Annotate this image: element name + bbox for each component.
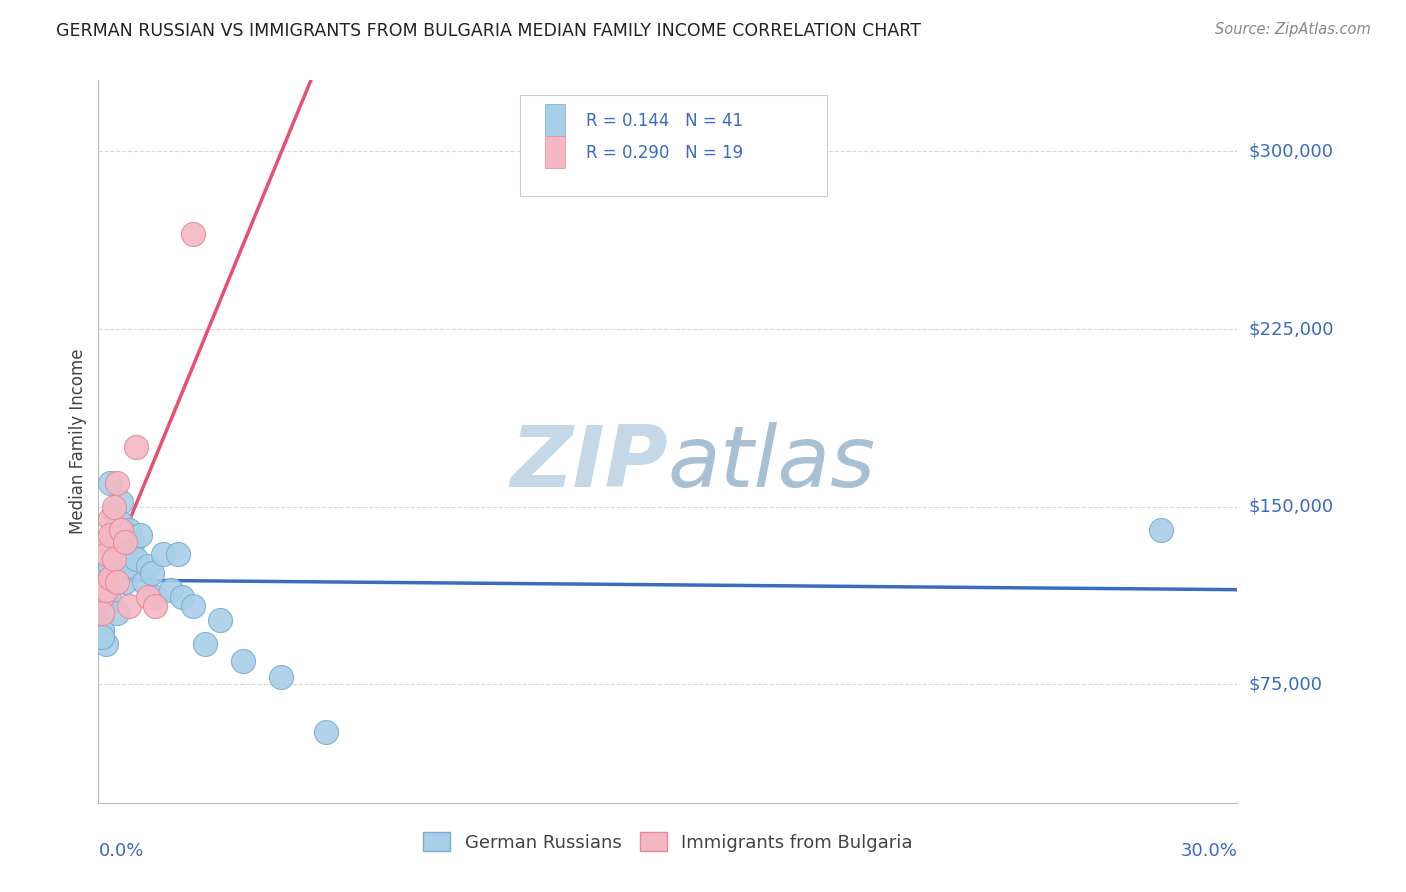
Point	[91, 630, 114, 644]
Point	[114, 535, 136, 549]
FancyBboxPatch shape	[520, 95, 827, 196]
Point	[136, 558, 159, 573]
Point	[183, 227, 205, 242]
Point	[94, 582, 117, 597]
Point	[107, 518, 129, 533]
Point	[103, 575, 125, 590]
Point	[159, 582, 181, 597]
Point	[98, 528, 121, 542]
Point	[98, 475, 121, 490]
Point	[107, 575, 129, 590]
Point	[91, 607, 114, 621]
Point	[98, 571, 121, 585]
Text: GERMAN RUSSIAN VS IMMIGRANTS FROM BULGARIA MEDIAN FAMILY INCOME CORRELATION CHAR: GERMAN RUSSIAN VS IMMIGRANTS FROM BULGAR…	[56, 22, 921, 40]
Point	[98, 571, 121, 585]
Point	[103, 500, 125, 514]
Text: Source: ZipAtlas.com: Source: ZipAtlas.com	[1215, 22, 1371, 37]
Point	[103, 528, 125, 542]
Point	[118, 558, 141, 573]
Point	[121, 535, 143, 549]
Point	[141, 566, 163, 580]
Point	[110, 495, 132, 509]
Point	[145, 590, 167, 604]
Text: $150,000: $150,000	[1249, 498, 1333, 516]
Point	[167, 547, 190, 561]
Point	[125, 441, 148, 455]
FancyBboxPatch shape	[546, 136, 565, 169]
Point	[94, 547, 117, 561]
Point	[94, 582, 117, 597]
Text: ZIP: ZIP	[510, 422, 668, 505]
Text: $75,000: $75,000	[1249, 675, 1323, 693]
Legend: German Russians, Immigrants from Bulgaria: German Russians, Immigrants from Bulgari…	[416, 825, 920, 859]
Point	[110, 516, 132, 531]
Point	[110, 551, 132, 566]
Point	[91, 623, 114, 637]
Point	[170, 590, 193, 604]
Point	[145, 599, 167, 614]
Y-axis label: Median Family Income: Median Family Income	[69, 349, 87, 534]
Point	[1150, 524, 1173, 538]
Point	[98, 594, 121, 608]
Point	[103, 504, 125, 518]
FancyBboxPatch shape	[546, 104, 565, 136]
Text: 30.0%: 30.0%	[1181, 842, 1237, 860]
Point	[107, 547, 129, 561]
Point	[98, 511, 121, 525]
Point	[91, 611, 114, 625]
Point	[129, 528, 152, 542]
Point	[110, 524, 132, 538]
Point	[232, 654, 254, 668]
Point	[98, 558, 121, 573]
Point	[132, 575, 155, 590]
Point	[194, 637, 217, 651]
Point	[107, 475, 129, 490]
Point	[183, 599, 205, 614]
Point	[315, 724, 337, 739]
Text: $225,000: $225,000	[1249, 320, 1334, 338]
Text: $300,000: $300,000	[1249, 143, 1333, 161]
Point	[103, 551, 125, 566]
Point	[94, 599, 117, 614]
Point	[91, 590, 114, 604]
Point	[118, 599, 141, 614]
Point	[107, 607, 129, 621]
Text: R = 0.290   N = 19: R = 0.290 N = 19	[586, 144, 742, 161]
Point	[94, 637, 117, 651]
Text: R = 0.144   N = 41: R = 0.144 N = 41	[586, 112, 742, 129]
Point	[114, 575, 136, 590]
Point	[114, 540, 136, 554]
Point	[136, 590, 159, 604]
Text: atlas: atlas	[668, 422, 876, 505]
Point	[118, 524, 141, 538]
Point	[94, 535, 117, 549]
Point	[208, 614, 231, 628]
Point	[125, 551, 148, 566]
Point	[152, 547, 174, 561]
Point	[270, 670, 292, 684]
Text: 0.0%: 0.0%	[98, 842, 143, 860]
